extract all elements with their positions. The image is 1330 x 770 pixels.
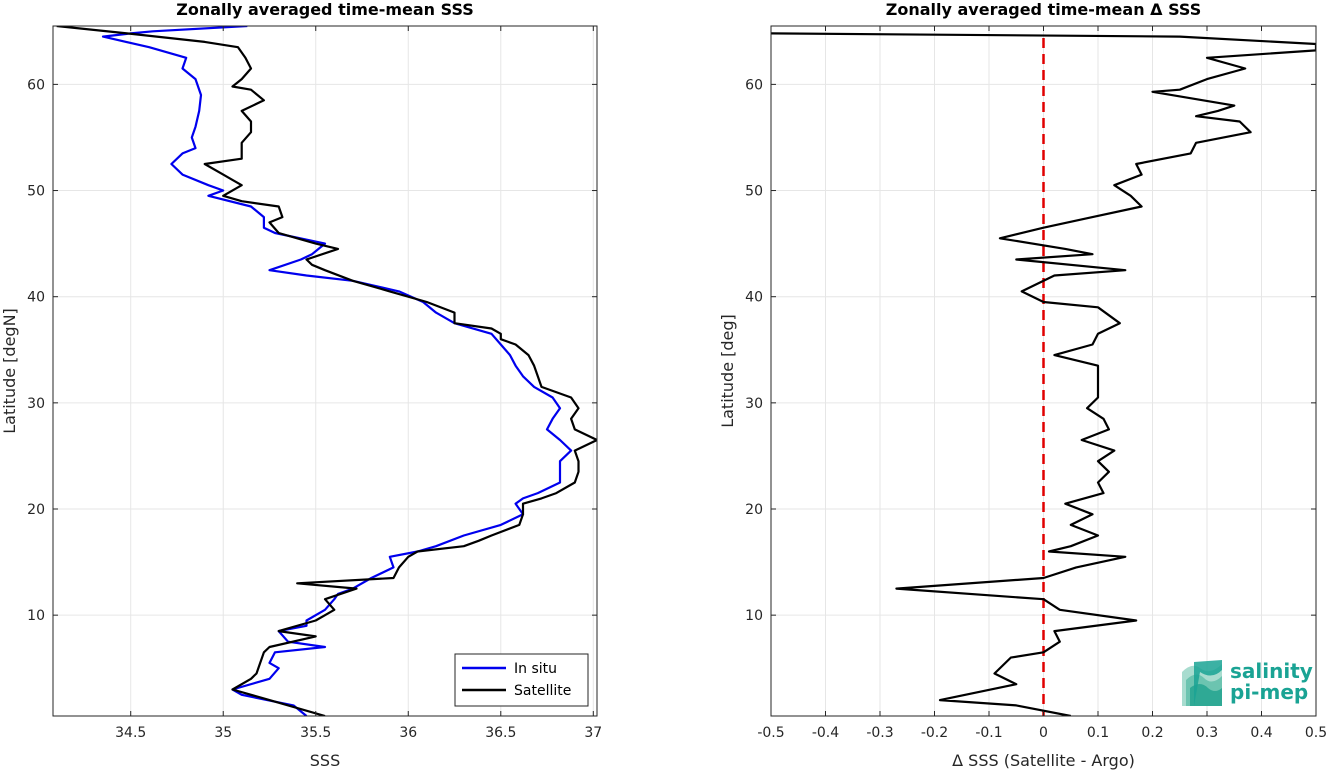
delta-sss-lines: [771, 32, 1316, 716]
x-tick-label: 0.1: [1087, 725, 1109, 741]
sss-lines: [56, 26, 597, 716]
wave-icon: [1182, 660, 1222, 706]
y-tick-label: 30: [27, 396, 45, 412]
y-tick-label: 30: [745, 396, 763, 412]
y-tick-label: 20: [745, 502, 763, 518]
x-tick-label: 35: [214, 725, 232, 741]
x-tick-label: 0.3: [1196, 725, 1218, 741]
sss-plot-area: [53, 26, 597, 716]
x-tick-label: 0: [1039, 725, 1048, 741]
sss-y-axis-label: Latitude [degN]: [0, 308, 19, 434]
delta-sss-panel: -0.5 -0.4 -0.3 -0.2 -0.1 0 0.1 0.2 0.3 0.4 0.5 10 20…: [718, 0, 1327, 770]
delta-sss-ticks: -0.5 -0.4 -0.3 -0.2 -0.1 0 0.1 0.2 0.3 0.4 0.5 10 20…: [745, 26, 1327, 741]
y-tick-label: 10: [27, 608, 45, 624]
x-tick-label: 36.5: [485, 725, 516, 741]
sss-x-axis-label: SSS: [310, 751, 340, 770]
y-tick-label: 60: [27, 77, 45, 93]
y-tick-label: 50: [745, 184, 763, 200]
y-tick-label: 50: [27, 184, 45, 200]
y-tick-label: 10: [745, 608, 763, 624]
delta-sss-chart-title: Zonally averaged time-mean Δ SSS: [886, 0, 1202, 19]
y-tick-label: 60: [745, 77, 763, 93]
sss-panel: 34.5 35 35.5 36 36.5 37 10 20 30 40 50 60 Zonally a…: [0, 0, 602, 770]
delta-sss-y-axis-label: Latitude [deg]: [718, 314, 737, 428]
delta-sss-x-axis-label: Δ SSS (Satellite - Argo): [952, 751, 1135, 770]
sss-ticks: 34.5 35 35.5 36 36.5 37 10 20 30 40 50 60: [27, 26, 602, 741]
series-line-delta-sss: [771, 32, 1316, 716]
x-tick-label: -0.2: [921, 725, 948, 741]
salinity-pi-mep-logo: salinity pi-mep: [1182, 659, 1313, 706]
x-tick-label: -0.4: [812, 725, 839, 741]
series-line-in-situ: [101, 26, 573, 716]
legend-label-satellite: Satellite: [514, 683, 571, 699]
x-tick-label: 35.5: [300, 725, 331, 741]
logo-text-line1: salinity: [1230, 659, 1313, 683]
series-line-satellite: [56, 26, 597, 716]
x-tick-label: 34.5: [115, 725, 146, 741]
sss-axes-frame: [52, 25, 598, 717]
logo-text-line2: pi-mep: [1230, 680, 1308, 704]
x-tick-label: 36: [399, 725, 417, 741]
legend-box: [454, 653, 589, 707]
sss-chart-title: Zonally averaged time-mean SSS: [176, 0, 474, 19]
x-tick-label: -0.5: [757, 725, 784, 741]
x-tick-label: 0.5: [1305, 725, 1327, 741]
y-tick-label: 40: [745, 290, 763, 306]
x-tick-label: 0.2: [1141, 725, 1163, 741]
x-tick-label: -0.3: [866, 725, 893, 741]
x-tick-label: 37: [584, 725, 602, 741]
sss-grid: [53, 26, 597, 716]
y-tick-label: 40: [27, 290, 45, 306]
y-tick-label: 20: [27, 502, 45, 518]
legend-label-in-situ: In situ: [514, 661, 557, 677]
x-tick-label: 0.4: [1250, 725, 1272, 741]
sss-legend: In situ Satellite: [454, 653, 589, 707]
x-tick-label: -0.1: [975, 725, 1002, 741]
